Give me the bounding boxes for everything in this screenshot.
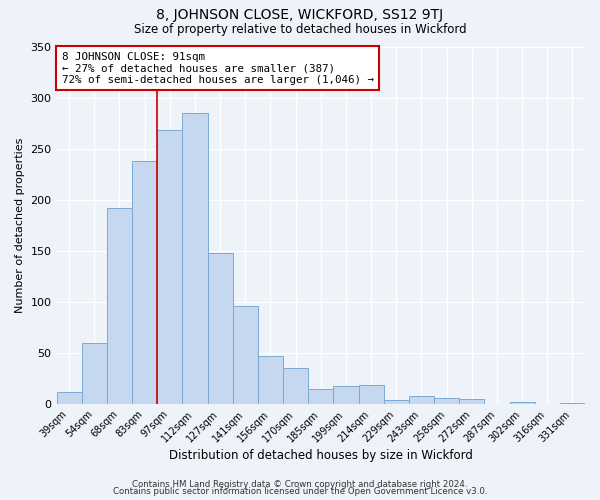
Text: 8, JOHNSON CLOSE, WICKFORD, SS12 9TJ: 8, JOHNSON CLOSE, WICKFORD, SS12 9TJ bbox=[157, 8, 443, 22]
Bar bbox=[258, 356, 283, 404]
Bar bbox=[359, 384, 383, 404]
Y-axis label: Number of detached properties: Number of detached properties bbox=[15, 138, 25, 313]
Bar bbox=[283, 368, 308, 404]
Bar bbox=[308, 389, 334, 404]
Text: Contains public sector information licensed under the Open Government Licence v3: Contains public sector information licen… bbox=[113, 488, 487, 496]
Bar bbox=[56, 392, 82, 404]
Text: 8 JOHNSON CLOSE: 91sqm
← 27% of detached houses are smaller (387)
72% of semi-de: 8 JOHNSON CLOSE: 91sqm ← 27% of detached… bbox=[62, 52, 374, 85]
Bar bbox=[182, 113, 208, 404]
Bar bbox=[157, 130, 182, 404]
Bar bbox=[107, 208, 132, 404]
X-axis label: Distribution of detached houses by size in Wickford: Distribution of detached houses by size … bbox=[169, 450, 473, 462]
Bar bbox=[208, 253, 233, 404]
Bar bbox=[383, 400, 409, 404]
Bar bbox=[509, 402, 535, 404]
Text: Contains HM Land Registry data © Crown copyright and database right 2024.: Contains HM Land Registry data © Crown c… bbox=[132, 480, 468, 489]
Bar bbox=[560, 403, 585, 404]
Bar bbox=[409, 396, 434, 404]
Bar bbox=[459, 399, 484, 404]
Bar bbox=[334, 386, 359, 404]
Bar bbox=[132, 161, 157, 404]
Bar bbox=[434, 398, 459, 404]
Text: Size of property relative to detached houses in Wickford: Size of property relative to detached ho… bbox=[134, 22, 466, 36]
Bar bbox=[233, 306, 258, 404]
Bar bbox=[82, 343, 107, 404]
